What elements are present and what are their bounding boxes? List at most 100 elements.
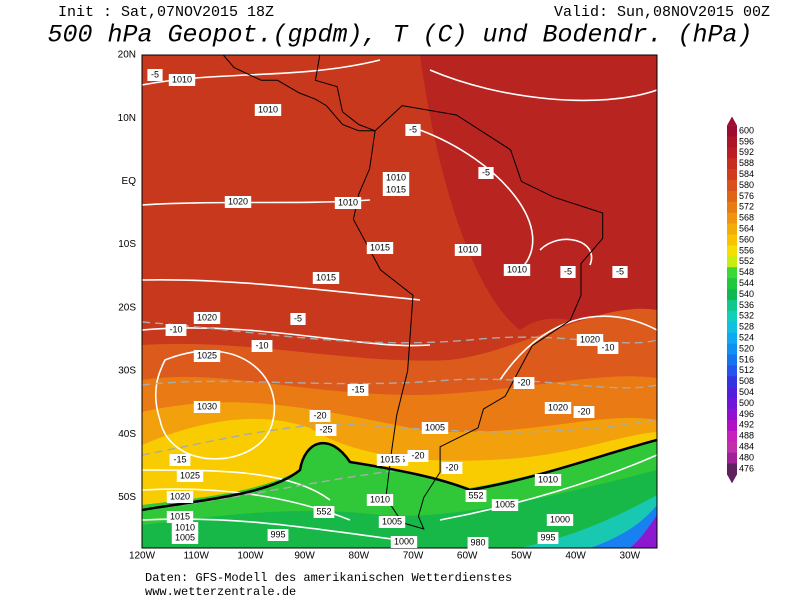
contour-label-box [376,454,404,466]
lon-label: 50W [511,551,532,562]
lat-label: 20S [118,302,136,313]
colorbar-label: 600 [739,125,754,135]
colorbar-label: 564 [739,223,754,233]
colorbar-label: 504 [739,387,754,397]
contour-label: 1010 [370,494,390,504]
contour-label: -5 [616,266,624,276]
contour-label-box [251,340,273,352]
colorbar-label: 568 [739,213,754,223]
contour-label: 1010 [172,74,192,84]
lon-label: 80W [349,551,370,562]
contour-label: 1005 [175,532,195,542]
colorbar-label: 540 [739,289,754,299]
contour-label-box [169,454,191,466]
colorbar-swatch [727,125,737,137]
colorbar-swatch [727,136,737,148]
colorbar-swatch [727,147,737,159]
lat-label: 20N [118,50,136,61]
contour-label-box [366,242,394,254]
field [590,505,657,548]
colorbar-swatch [727,245,737,257]
contour-label-box [560,266,576,278]
contour-label-box [147,69,163,81]
colorbar-swatch [727,310,737,323]
contour-label: -10 [255,340,268,350]
contour-label: -5 [482,167,490,177]
colorbar-swatch [727,234,737,246]
contour-label: -15 [351,384,364,394]
contour-label-box [334,197,362,209]
contour-label-box [176,470,204,482]
valid-time: Valid: Sun,08NOV2015 00Z [554,4,770,21]
contour-label: -10 [601,342,614,352]
contour-label-box [597,342,619,354]
colorbar-swatch [727,354,737,366]
colorbar-label: 524 [739,332,754,342]
contour-label: 1005 [382,516,402,526]
contour-label-box [378,516,406,528]
colorbar-label: 476 [739,463,754,473]
contour-label-box [534,474,562,486]
colorbar-label: 576 [739,191,754,201]
contour-label: 1020 [228,196,248,206]
contour-label: -25 [319,424,332,434]
contour-label: 1010 [538,474,558,484]
colorbar-label: 512 [739,365,754,375]
footer-url: www.wetterzentrale.de [145,585,296,599]
colorbar-label: 520 [739,343,754,353]
contour-label-box [193,401,221,413]
lat-label: 40S [118,429,136,440]
colorbar-swatch [727,332,737,344]
lon-label: 100W [237,551,264,562]
colorbar-label: 532 [739,311,754,321]
contour-label: -20 [517,377,530,387]
lon-label: 90W [294,551,315,562]
lat-label: 50S [118,492,136,503]
map-fields [142,55,657,548]
contour-label-box [347,384,369,396]
contour-label: 552 [468,490,483,500]
colorbar-arrow [727,474,737,484]
contour-label-box [193,312,221,324]
colorbar-swatch [727,212,737,224]
contour-label-box [313,506,335,518]
colorbar-label: 484 [739,441,754,451]
colorbar-label: 488 [739,431,754,441]
contour-552 [142,438,657,512]
contour-label: 1015 [170,511,190,521]
colorbar-swatch [727,463,737,475]
contour-label: -5 [294,313,302,323]
contour-label: 552 [316,506,331,516]
lon-label: 30W [620,551,641,562]
contour-label-box [193,350,221,362]
colorbar-label: 480 [739,452,754,462]
footer-source: Daten: GFS-Modell des amerikanischen Wet… [145,571,512,585]
contour-label: 1005 [495,499,515,509]
lon-label: 110W [184,551,210,562]
contour-label: -5 [409,124,417,134]
contour-label: 1025 [180,470,200,480]
init-time: Init : Sat,07NOV2015 18Z [58,4,274,21]
contour-label-box [576,334,604,346]
contour-label-box [309,410,331,422]
contour-label: 1010 [175,522,195,532]
contour-label: 1010 [338,197,358,207]
contour-label-box [465,490,487,502]
colorbar-swatch [727,201,737,214]
contour-label: 1010 [386,172,406,182]
colorbar-swatch [727,267,737,279]
contour-label: 1030 [197,401,217,411]
contour-label: 1020 [548,402,568,412]
contour-label-box [166,511,194,523]
contour-label: 1025 [197,350,217,360]
lat-label: 10S [118,239,136,250]
colorbar-swatch [727,180,737,192]
colorbar-label: 556 [739,245,754,255]
lat-label: 30S [118,366,136,377]
contour-label-box [171,522,199,534]
colorbar-swatch [727,430,737,442]
colorbar-swatch [727,376,737,388]
colorbar-swatch [727,441,737,453]
colorbar-swatch [727,299,737,312]
